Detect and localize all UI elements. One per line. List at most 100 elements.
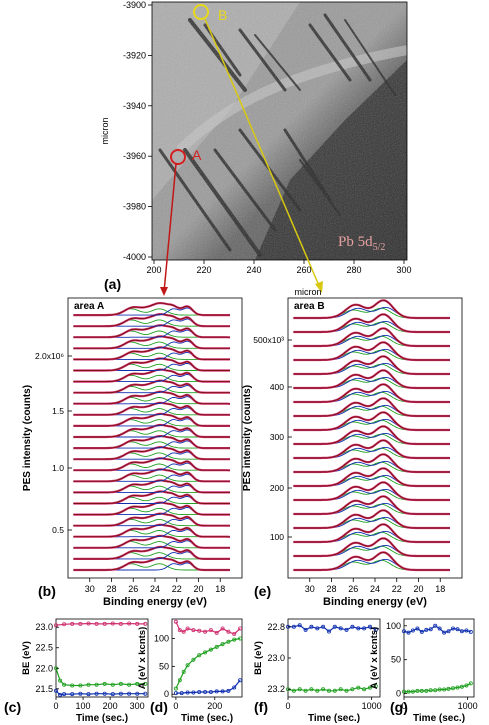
component-blue-line <box>293 404 450 417</box>
spectra-x-tick-label: 18 <box>215 584 225 594</box>
data-point <box>401 629 406 634</box>
x-tick-label: 300 <box>130 701 145 711</box>
spectrum-curve <box>293 509 450 530</box>
data-point <box>118 621 123 626</box>
data-point <box>291 688 296 693</box>
data-line <box>73 557 230 571</box>
data-point <box>70 692 75 697</box>
data-point <box>450 686 455 691</box>
data-point <box>102 681 107 686</box>
leader-line-b <box>204 18 321 289</box>
data-point <box>332 624 337 629</box>
panel-label-d: (d) <box>150 699 168 715</box>
data-line <box>293 313 450 333</box>
spectrum-curve <box>293 425 450 446</box>
spectra-y-tick-label: 300 <box>270 432 284 442</box>
data-line <box>73 346 230 360</box>
spectrum-curve <box>73 379 230 394</box>
panel-label-a: (a) <box>104 276 121 292</box>
data-point <box>62 682 67 687</box>
spectrum-curve <box>293 383 450 404</box>
map-x-axis-label: micron <box>294 287 321 297</box>
x-tick-label: 0 <box>53 701 58 711</box>
series-line-1 <box>287 685 376 692</box>
spectrum-curve <box>293 369 450 390</box>
data-point <box>191 657 196 662</box>
data-point <box>356 685 361 690</box>
component-blue-line <box>293 460 450 473</box>
leader-arrow-b <box>315 281 323 293</box>
data-line <box>73 502 230 516</box>
map-x-tick-label: 240 <box>246 265 261 275</box>
data-point <box>208 690 213 695</box>
y-tick-label: 21.5 <box>35 684 53 694</box>
component-green-line <box>293 405 450 417</box>
data-point <box>179 691 184 696</box>
map-y-tick-label: -3940 <box>123 101 146 111</box>
spectra-title: area B <box>294 301 325 312</box>
data-line <box>293 551 450 571</box>
marker-b-circle <box>193 4 209 20</box>
y-tick-label: 0 <box>164 689 169 699</box>
spectra-x-tick-label: 22 <box>392 584 402 594</box>
y-tick-label: 23.0 <box>267 653 285 663</box>
map-x-tick-label: 300 <box>396 265 411 275</box>
spectrum-curve <box>73 523 230 538</box>
data-point <box>424 627 429 632</box>
component-green-line <box>293 363 450 375</box>
data-point <box>70 621 75 626</box>
spectra-x-tick-label: 26 <box>128 584 138 594</box>
data-point <box>238 678 243 683</box>
data-point <box>455 685 460 690</box>
map-x-tick-label: 200 <box>146 265 161 275</box>
data-point <box>367 624 372 629</box>
data-line <box>73 369 230 383</box>
spectrum-curve <box>73 501 230 516</box>
data-point <box>468 629 473 634</box>
map-y-tick-label: -3960 <box>123 151 146 161</box>
component-blue-line <box>293 516 450 529</box>
y-tick-label: 22.0 <box>35 663 53 673</box>
spectra-frame <box>287 297 463 579</box>
spectrum-curve <box>73 401 230 416</box>
spectra-y-tick-label: 1.0 <box>52 463 64 473</box>
data-line <box>73 479 230 493</box>
component-green-line <box>293 503 450 515</box>
data-point <box>415 626 420 631</box>
data-point <box>54 688 59 693</box>
data-point <box>332 688 337 693</box>
series-line-1 <box>175 637 241 689</box>
data-point <box>173 619 178 624</box>
spectra-y-tick-label: 2.0x10⁶ <box>35 351 64 361</box>
data-point <box>191 628 196 633</box>
component-blue-line <box>293 418 450 431</box>
data-point <box>373 684 378 689</box>
data-point <box>410 689 415 694</box>
data-point <box>127 621 132 626</box>
x-axis-label: Time (sec.) <box>76 713 128 724</box>
spectrum-curve <box>73 357 230 372</box>
spectrum-curve <box>293 355 450 376</box>
data-point <box>185 663 190 668</box>
data-line <box>293 453 450 473</box>
spectra-x-tick-label: 28 <box>106 584 116 594</box>
data-line <box>73 324 230 338</box>
map-y-tick-label: -4000 <box>123 252 146 262</box>
y-axis-label: A (eV x kcnts) <box>369 627 380 689</box>
spectra-x-tick-label: 26 <box>348 584 358 594</box>
spectrum-curve <box>293 551 450 572</box>
data-line <box>73 457 230 471</box>
data-point <box>464 683 469 688</box>
panel-label-f: (f) <box>254 699 268 715</box>
data-point <box>321 624 326 629</box>
spectra-y-tick-label: 200 <box>270 483 284 493</box>
x-axis-label: Time (sec.) <box>308 713 360 724</box>
data-point <box>110 682 115 687</box>
pb-label: Pb 5d5/2 <box>338 234 385 253</box>
spectrum-curve <box>73 457 230 472</box>
component-blue-line <box>293 390 450 403</box>
spectrum-curve <box>73 534 230 549</box>
component-blue-line <box>293 502 450 515</box>
data-line <box>73 435 230 449</box>
component-green-line <box>293 377 450 389</box>
